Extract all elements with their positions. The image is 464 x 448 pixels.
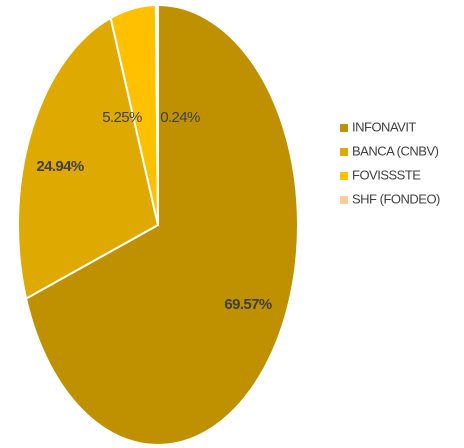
data-label: 5.25% <box>102 109 142 126</box>
legend-label: INFONAVIT <box>352 119 416 134</box>
pie-slice <box>154 3 159 226</box>
legend-swatch <box>340 172 348 180</box>
data-label: 0.24% <box>160 109 200 126</box>
data-label: 69.57% <box>224 296 272 313</box>
data-label: 24.94% <box>36 158 84 175</box>
legend-swatch <box>340 148 348 156</box>
pie-slice <box>17 16 160 301</box>
legend-swatch <box>340 124 348 132</box>
legend-label: SHF (FONDEO) <box>352 191 440 206</box>
legend-label: FOVISSSTE <box>352 167 421 182</box>
legend-swatch <box>340 196 348 204</box>
pie-slice <box>24 3 299 446</box>
legend-label: BANCA (CNBV) <box>352 143 439 158</box>
